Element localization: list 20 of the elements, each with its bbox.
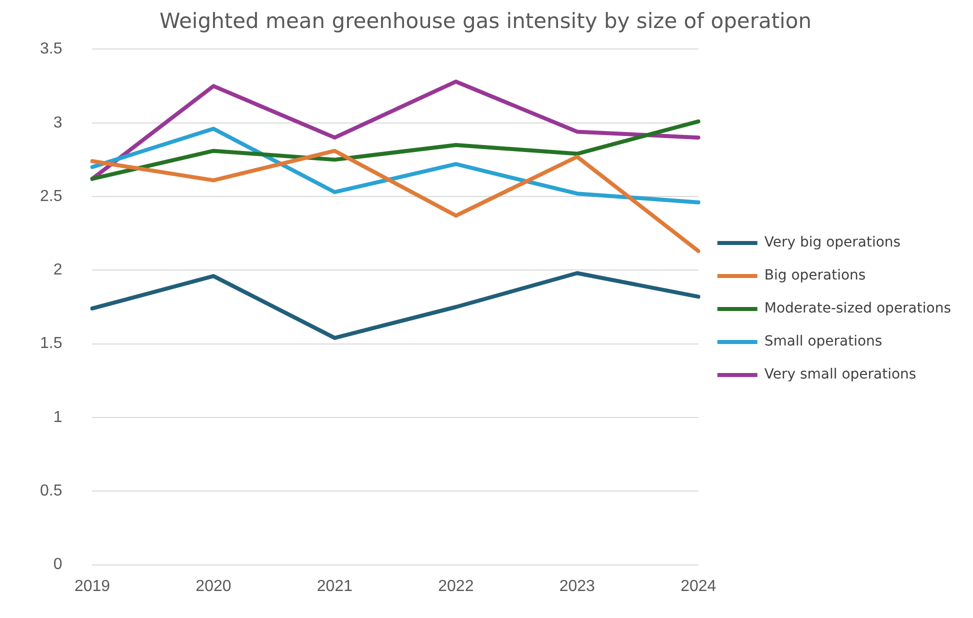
legend-label: Very big operations: [764, 234, 901, 251]
legend-label: Very small operations: [764, 366, 916, 383]
y-tick-label: 2: [53, 262, 62, 279]
y-tick-label: 3.5: [40, 40, 62, 58]
legend-label: Moderate-sized operations: [764, 300, 952, 317]
legend-label: Big operations: [764, 268, 866, 284]
y-tick-label: 0.5: [40, 482, 62, 500]
x-tick-label: 2022: [438, 578, 474, 595]
x-tick-label: 2024: [680, 578, 716, 595]
legend-label: Small operations: [764, 334, 882, 350]
y-tick-label: 1.5: [40, 335, 62, 352]
y-tick-label: 1: [53, 408, 62, 426]
chart-title: Weighted mean greenhouse gas intensity by size of operation: [159, 9, 812, 34]
x-tick-label: 2019: [74, 578, 110, 595]
x-tick-label: 2020: [196, 578, 232, 595]
y-tick-label: 0: [53, 556, 62, 574]
y-tick-label: 3: [53, 114, 62, 132]
x-tick-label: 2023: [559, 578, 596, 595]
y-tick-label: 2.5: [40, 188, 62, 205]
x-tick-label: 2021: [316, 578, 353, 595]
